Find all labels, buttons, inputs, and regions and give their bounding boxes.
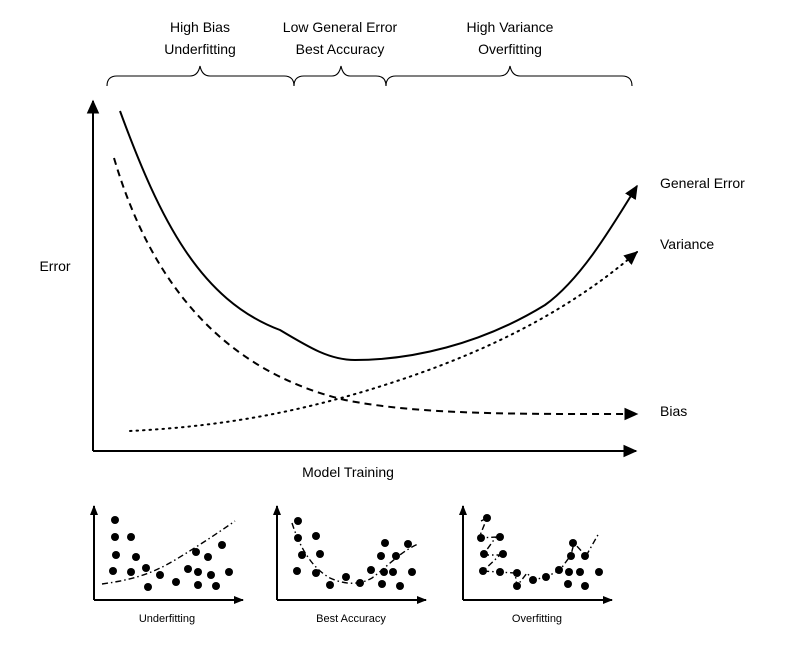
data-point — [380, 568, 388, 576]
data-point — [132, 553, 140, 561]
data-point — [569, 539, 577, 547]
data-point — [529, 576, 537, 584]
data-point — [112, 551, 120, 559]
mini-plot-best-accuracy: Best Accuracy — [273, 505, 427, 625]
region-low-error-line2: Best Accuracy — [296, 41, 385, 57]
x-axis-label: Model Training — [302, 464, 394, 480]
data-point — [194, 568, 202, 576]
data-point — [581, 552, 589, 560]
brace-low-error — [293, 65, 387, 87]
region-high-variance-line1: High Variance — [467, 19, 554, 35]
data-point — [316, 550, 324, 558]
data-point — [142, 564, 150, 572]
data-point — [483, 514, 491, 522]
region-high-variance-line2: Overfitting — [478, 41, 542, 57]
data-point — [396, 582, 404, 590]
data-point — [392, 552, 400, 560]
data-point — [172, 578, 180, 586]
mini-caption-underfitting: Underfitting — [139, 613, 195, 625]
data-point — [194, 581, 202, 589]
y-axis-label: Error — [39, 258, 70, 274]
data-point — [496, 533, 504, 541]
data-point — [356, 579, 364, 587]
mini-caption-overfitting: Overfitting — [512, 613, 562, 625]
data-point — [204, 553, 212, 561]
variance-curve — [129, 251, 639, 432]
data-point — [381, 539, 389, 547]
data-point — [389, 568, 397, 576]
data-point — [225, 568, 233, 576]
data-point — [378, 580, 386, 588]
region-high-bias-line2: Underfitting — [164, 41, 236, 57]
region-high-bias: High Bias Underfitting — [164, 19, 236, 57]
data-point — [576, 568, 584, 576]
data-point — [496, 568, 504, 576]
data-point — [127, 533, 135, 541]
data-point — [564, 580, 572, 588]
data-point — [212, 582, 220, 590]
fit-line — [291, 522, 419, 584]
data-point — [499, 550, 507, 558]
region-low-error-line1: Low General Error — [283, 19, 398, 35]
data-point — [312, 569, 320, 577]
data-point — [294, 517, 302, 525]
data-point — [293, 567, 301, 575]
data-point — [109, 567, 117, 575]
data-point — [342, 573, 350, 581]
data-point — [298, 551, 306, 559]
data-point — [377, 552, 385, 560]
fit-line — [101, 520, 236, 585]
general-error-label: General Error — [660, 175, 745, 191]
brace-high-variance — [385, 65, 633, 87]
data-point — [480, 550, 488, 558]
data-point — [567, 552, 575, 560]
data-point — [565, 568, 573, 576]
data-point — [111, 533, 119, 541]
data-point — [513, 569, 521, 577]
mini-plot-underfitting: Underfitting — [90, 505, 244, 625]
data-point — [184, 565, 192, 573]
data-point — [156, 571, 164, 579]
data-point — [367, 566, 375, 574]
data-point — [294, 534, 302, 542]
data-point — [408, 568, 416, 576]
data-point — [542, 573, 550, 581]
bias-curve — [113, 157, 639, 421]
data-point — [127, 568, 135, 576]
data-point — [479, 567, 487, 575]
data-point — [207, 571, 215, 579]
data-point — [192, 548, 200, 556]
data-point — [111, 516, 119, 524]
variance-label: Variance — [660, 236, 714, 252]
data-point — [326, 581, 334, 589]
region-high-bias-line1: High Bias — [170, 19, 230, 35]
mini-plot-overfitting: Overfitting — [459, 505, 613, 625]
bias-label: Bias — [660, 403, 687, 419]
data-point — [312, 532, 320, 540]
general-error-curve — [119, 110, 638, 362]
data-point — [595, 568, 603, 576]
data-point — [581, 582, 589, 590]
data-point — [513, 582, 521, 590]
data-point — [477, 534, 485, 542]
region-high-variance: High Variance Overfitting — [467, 19, 554, 57]
region-low-error: Low General Error Best Accuracy — [283, 19, 398, 57]
data-point — [404, 540, 412, 548]
fit-line — [477, 516, 600, 588]
brace-high-bias — [106, 65, 295, 87]
data-point — [218, 541, 226, 549]
data-point — [144, 583, 152, 591]
data-point — [555, 566, 563, 574]
mini-caption-best-accuracy: Best Accuracy — [316, 613, 386, 625]
